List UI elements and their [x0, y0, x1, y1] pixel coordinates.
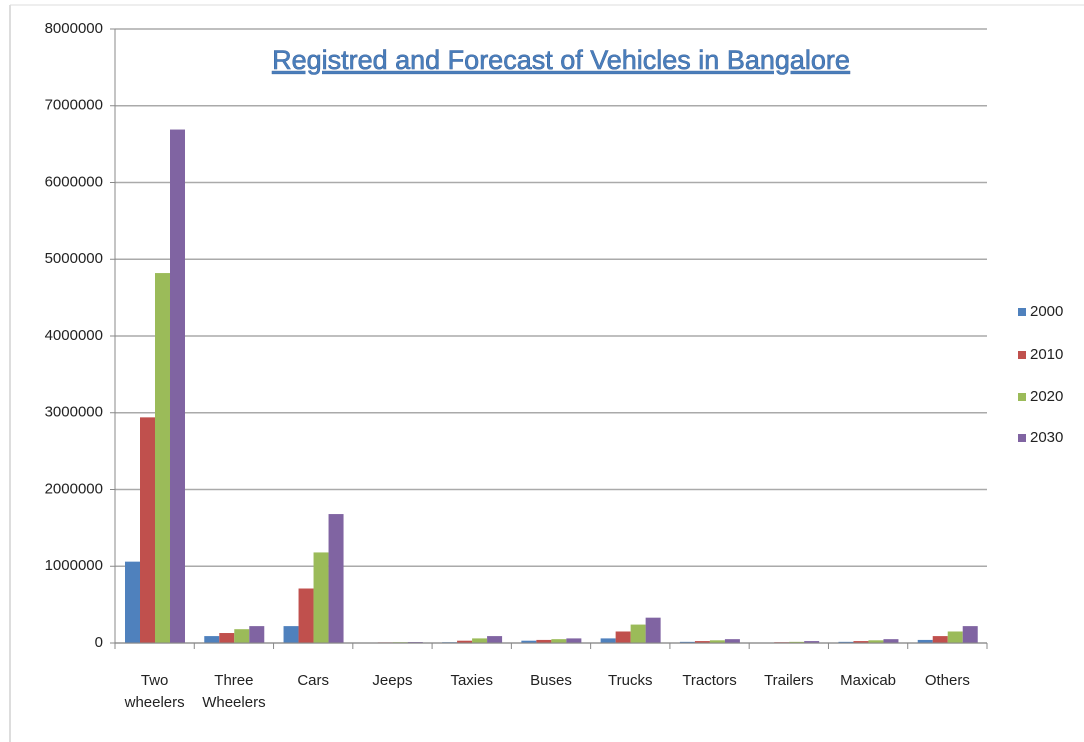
bar: [313, 552, 329, 643]
x-tick-label: Taxies: [450, 672, 493, 689]
x-tick-label: Buses: [530, 672, 572, 689]
x-tick-label: Others: [924, 672, 970, 689]
y-tick-label: 5000000: [45, 250, 103, 267]
bar: [679, 641, 695, 643]
bar: [917, 639, 933, 643]
x-tick-label: Trailers: [764, 672, 814, 689]
y-tick-label: 7000000: [45, 97, 103, 114]
bar: [219, 633, 235, 643]
bar: [204, 636, 220, 643]
bar: [328, 514, 344, 643]
x-tick-label: Three Wheelers: [202, 672, 266, 711]
bar: [694, 641, 710, 643]
bar: [249, 626, 265, 643]
bar: [551, 639, 567, 643]
x-tick-label: Tractors: [682, 672, 737, 689]
bar: [883, 639, 899, 643]
legend-label: 2020: [1030, 388, 1063, 405]
y-tick-label: 0: [95, 634, 103, 651]
bar: [947, 631, 963, 643]
bar: [234, 629, 250, 643]
bar: [645, 617, 661, 643]
bar: [838, 641, 854, 643]
legend-swatch: [1018, 351, 1026, 359]
legend-swatch: [1018, 434, 1026, 442]
bar: [804, 641, 820, 643]
bar: [487, 636, 503, 643]
x-tick-label: Maxicab: [840, 672, 897, 689]
bar: [630, 624, 646, 643]
bar: [298, 588, 314, 643]
bar: [472, 638, 488, 643]
legend-label: 2030: [1030, 429, 1063, 446]
bar: [853, 641, 869, 643]
bar: [600, 638, 616, 643]
bar: [536, 639, 552, 643]
bar: [932, 636, 948, 643]
x-tick-label: Trucks: [608, 672, 653, 689]
y-tick-label: 8000000: [45, 20, 103, 37]
y-tick-label: 6000000: [45, 173, 103, 190]
y-tick-label: 2000000: [45, 480, 103, 497]
bar: [140, 417, 155, 643]
chart-title: Registred and Forecast of Vehicles in Ba…: [272, 45, 850, 75]
bar: [709, 640, 725, 643]
bar: [868, 640, 884, 643]
bar: [283, 626, 299, 643]
legend-swatch: [1018, 393, 1026, 401]
bar: [724, 639, 740, 643]
bar: [125, 561, 140, 643]
y-tick-label: 4000000: [45, 327, 103, 344]
bar: [566, 638, 582, 643]
bar: [789, 641, 805, 643]
legend-swatch: [1018, 308, 1026, 316]
bar: [962, 626, 978, 643]
bar: [457, 640, 473, 643]
bar: [521, 640, 537, 643]
legend-label: 2010: [1030, 346, 1063, 363]
x-tick-label: Two wheelers: [124, 672, 185, 711]
bar: [615, 631, 631, 643]
x-tick-label: Jeeps: [372, 672, 413, 689]
legend-label: 2000: [1030, 303, 1063, 320]
bar: [170, 129, 185, 644]
bar: [155, 273, 170, 643]
y-tick-label: 1000000: [45, 557, 103, 574]
y-tick-label: 3000000: [45, 404, 103, 421]
x-tick-label: Cars: [297, 672, 329, 689]
